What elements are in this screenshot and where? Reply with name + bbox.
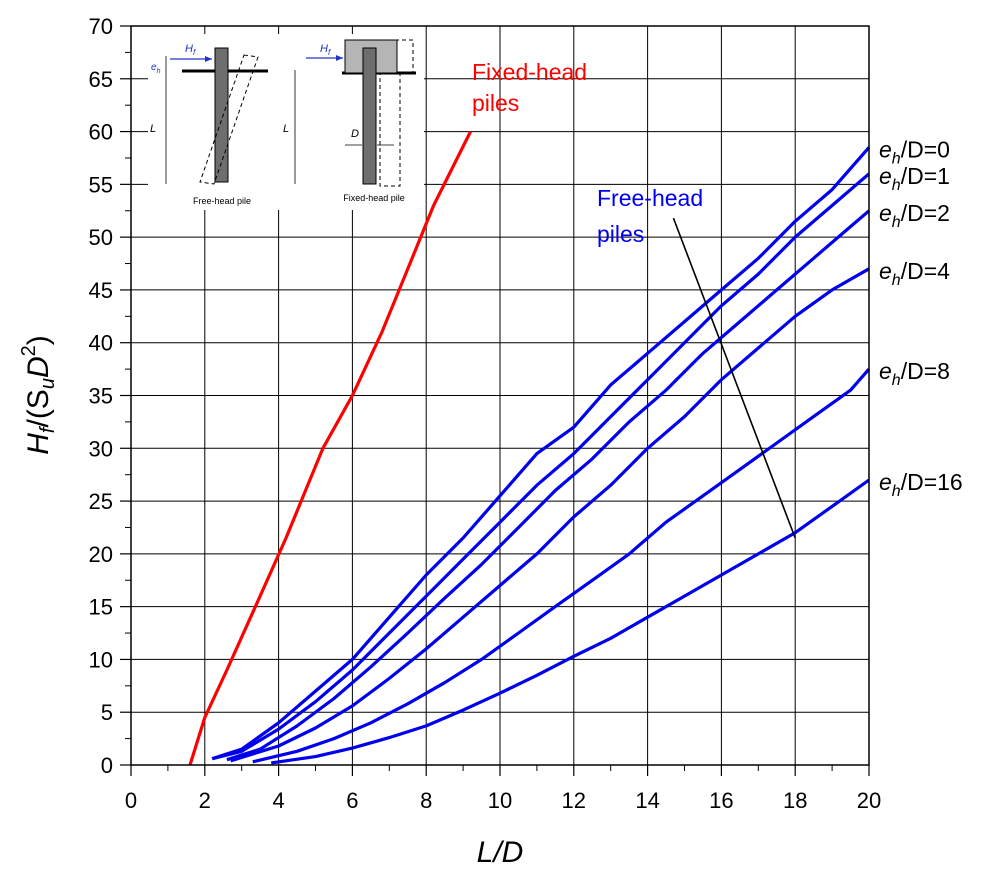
inset-l-label-left: L	[150, 123, 156, 135]
series-label-3: eh/D=4	[879, 258, 950, 289]
y-tick-label: 20	[89, 542, 113, 567]
x-tick-label: 14	[635, 788, 659, 813]
series-label-2: eh/D=2	[879, 200, 950, 231]
y-tick-label: 30	[89, 436, 113, 461]
y-tick-label: 60	[89, 120, 113, 145]
series-label-5: eh/D=16	[879, 469, 963, 500]
inset-e-label: eh	[151, 62, 161, 75]
inset-free-caption: Free-head pile	[193, 196, 251, 206]
series-label-0: eh/D=0	[879, 136, 950, 167]
plot-frame	[130, 25, 870, 766]
series-free-head-line-2	[226, 209, 871, 762]
inset-h-label: Hf	[185, 43, 196, 57]
series-group	[188, 130, 871, 766]
series-free-head-line-5	[270, 478, 870, 765]
x-axis-title: L/D	[477, 836, 524, 869]
x-tick-label: 8	[420, 788, 432, 813]
series-labels: eh/D=0eh/D=1 eh/D=2 eh/D=4 eh/D=8 eh/D=16	[879, 136, 963, 500]
x-tick-label: 12	[562, 788, 586, 813]
y-axis-title: Hf/(SuD2)	[18, 335, 59, 455]
x-tick-label: 6	[346, 788, 358, 813]
y-tick-label: 10	[89, 647, 113, 672]
series-free-head-line-3	[230, 267, 870, 763]
x-tick-label: 2	[199, 788, 211, 813]
x-tick-label: 16	[709, 788, 733, 813]
x-tick-label: 4	[272, 788, 284, 813]
free-head-label-line1: Free-head	[597, 185, 703, 211]
inset-h-label-fixed: Hf	[320, 43, 331, 57]
series-free-head-line-1	[211, 172, 871, 761]
y-tick-label: 45	[89, 278, 113, 303]
inset-fixed-caption: Fixed-head pile	[343, 193, 405, 203]
inset-diagram: Hf eh L Free-head pile Hf D L Fixed-head…	[148, 34, 424, 210]
series-free-head-line-4	[252, 368, 871, 764]
x-tick-label: 10	[488, 788, 512, 813]
y-tick-label: 0	[101, 753, 113, 778]
x-tick-label: 20	[857, 788, 881, 813]
series-label-1: eh/D=1	[879, 163, 950, 194]
inset-d-label: D	[351, 128, 359, 140]
fixed-head-pile-diagram: Hf D L Fixed-head pile	[283, 39, 416, 203]
tick-labels: 0 2 4 6 8 10 12 14 16 18 20 0 5 10 15 20 25 30 35 40 45 50 55 6…	[89, 14, 882, 813]
fixed-head-label-line1: Fixed-head	[472, 59, 587, 85]
y-tick-label: 40	[89, 331, 113, 356]
x-tick-label: 0	[125, 788, 137, 813]
y-tick-label: 50	[89, 225, 113, 250]
tick-marks	[120, 25, 870, 776]
series-free-head-line-0	[211, 146, 871, 761]
inset-l-label-right: L	[283, 123, 289, 135]
series-fixed-head-line	[188, 130, 472, 766]
x-tick-label: 18	[783, 788, 807, 813]
fixed-head-label-line2: piles	[472, 90, 519, 116]
y-tick-label: 65	[89, 67, 113, 92]
free-head-label-line2: piles	[597, 221, 644, 247]
free-head-pile-diagram: Hf eh L Free-head pile	[150, 43, 268, 206]
series-label-4: eh/D=8	[879, 358, 950, 389]
y-tick-label: 55	[89, 172, 113, 197]
y-tick-label: 5	[101, 700, 113, 725]
y-tick-label: 25	[89, 489, 113, 514]
y-tick-label: 35	[89, 384, 113, 409]
y-tick-label: 70	[89, 14, 113, 39]
pointer-group	[672, 217, 796, 539]
free-head-pointer-line	[672, 217, 796, 539]
y-tick-label: 15	[89, 595, 113, 620]
